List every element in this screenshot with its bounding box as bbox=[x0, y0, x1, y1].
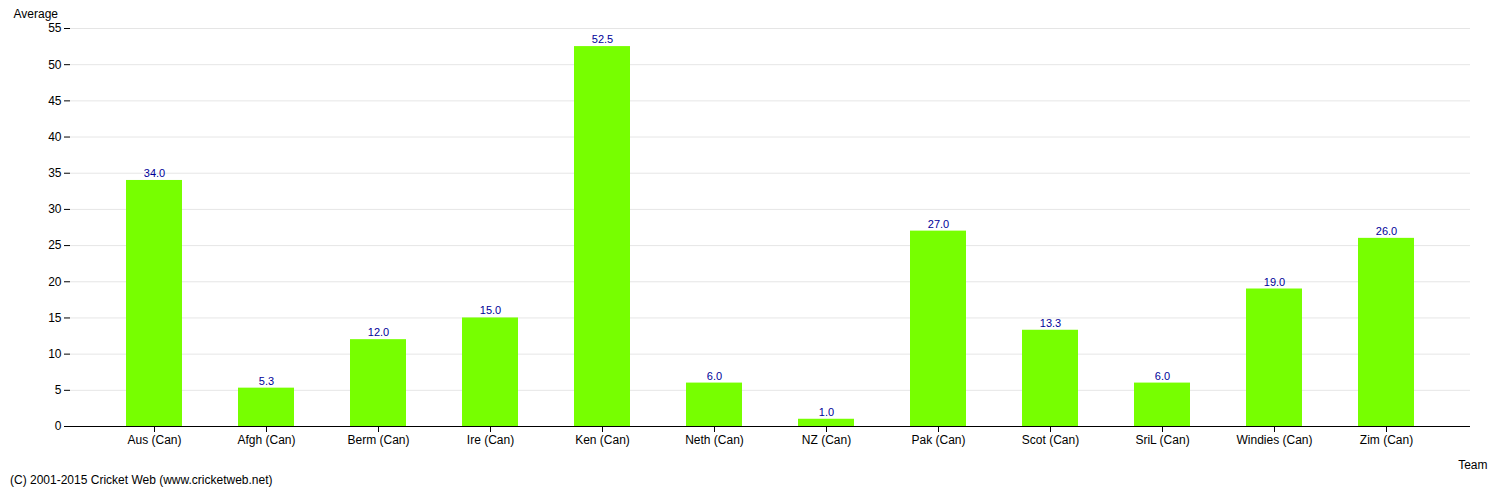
svg-text:30: 30 bbox=[48, 202, 62, 216]
svg-text:1.0: 1.0 bbox=[819, 406, 834, 418]
svg-text:Scot (Can): Scot (Can) bbox=[1022, 433, 1079, 447]
svg-text:52.5: 52.5 bbox=[592, 33, 613, 45]
svg-text:15: 15 bbox=[48, 311, 62, 325]
svg-text:13.3: 13.3 bbox=[1040, 317, 1061, 329]
svg-text:Ire (Can): Ire (Can) bbox=[467, 433, 514, 447]
svg-text:0: 0 bbox=[55, 419, 62, 433]
svg-text:20: 20 bbox=[48, 275, 62, 289]
svg-text:SriL (Can): SriL (Can) bbox=[1135, 433, 1189, 447]
html-text:(C) 2001-2015 Cricket Web (www: (C) 2001-2015 Cricket Web (www.cricketwe… bbox=[10, 473, 273, 487]
svg-text:27.0: 27.0 bbox=[928, 218, 949, 230]
svg-text:40: 40 bbox=[48, 130, 62, 144]
svg-text:Team: Team bbox=[1458, 458, 1487, 472]
svg-text:10: 10 bbox=[48, 347, 62, 361]
svg-text:Ken (Can): Ken (Can) bbox=[575, 433, 630, 447]
svg-text:35: 35 bbox=[48, 166, 62, 180]
svg-text:26.0: 26.0 bbox=[1376, 225, 1397, 237]
svg-text:6.0: 6.0 bbox=[707, 370, 722, 382]
svg-text:55: 55 bbox=[48, 21, 62, 35]
svg-text:Windies (Can): Windies (Can) bbox=[1236, 433, 1312, 447]
svg-text:Average: Average bbox=[14, 7, 59, 21]
svg-text:19.0: 19.0 bbox=[1264, 276, 1285, 288]
svg-text:12.0: 12.0 bbox=[368, 326, 389, 338]
svg-text:45: 45 bbox=[48, 94, 62, 108]
svg-text:25: 25 bbox=[48, 238, 62, 252]
svg-text:Neth (Can): Neth (Can) bbox=[685, 433, 744, 447]
svg-text:6.0: 6.0 bbox=[1155, 370, 1170, 382]
svg-text:NZ (Can): NZ (Can) bbox=[802, 433, 851, 447]
svg-text:15.0: 15.0 bbox=[480, 304, 501, 316]
svg-text:Afgh (Can): Afgh (Can) bbox=[237, 433, 295, 447]
svg-text:5.3: 5.3 bbox=[259, 375, 274, 387]
svg-text:Zim (Can): Zim (Can) bbox=[1360, 433, 1413, 447]
svg-text:Berm (Can): Berm (Can) bbox=[347, 433, 409, 447]
svg-text:Pak (Can): Pak (Can) bbox=[911, 433, 965, 447]
svg-text:5: 5 bbox=[55, 383, 62, 397]
svg-text:Aus (Can): Aus (Can) bbox=[127, 433, 181, 447]
svg-text:34.0: 34.0 bbox=[144, 167, 165, 179]
svg-text:50: 50 bbox=[48, 58, 62, 72]
